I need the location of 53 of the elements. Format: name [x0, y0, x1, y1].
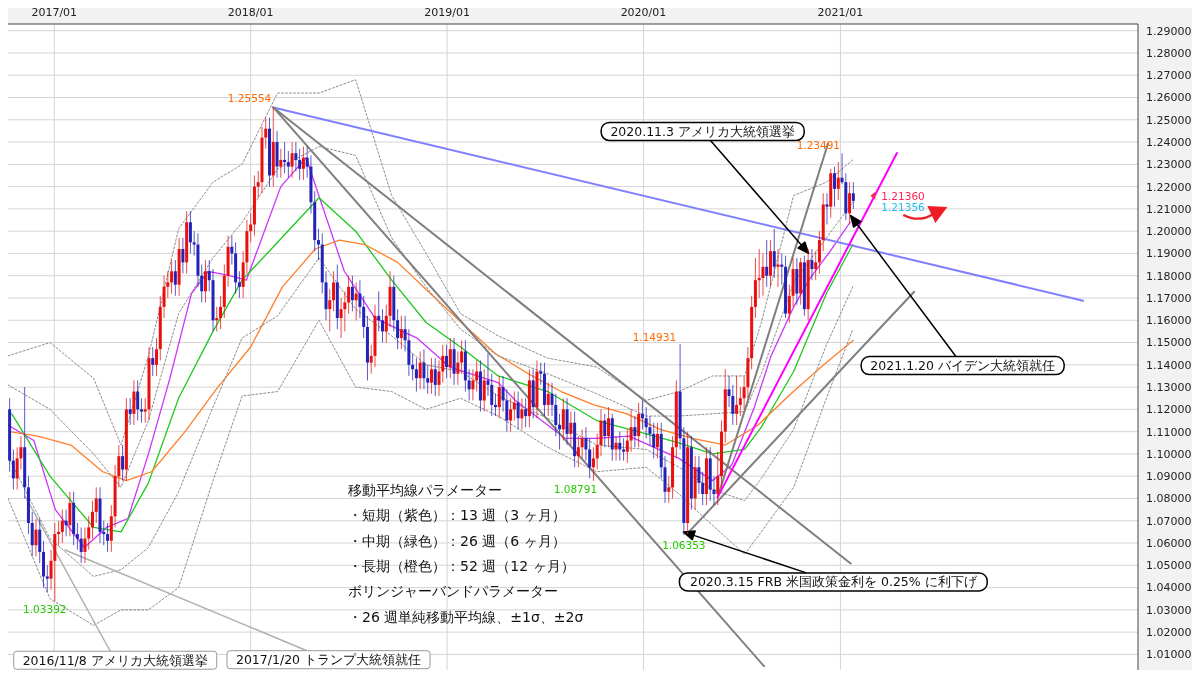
y-tick-label: 1.23000: [1146, 158, 1192, 172]
annotation: ・短期（紫色）：13 週（3 ヶ月）: [348, 507, 566, 524]
y-tick-label: 1.19000: [1146, 247, 1192, 261]
x-tick-label: 2017/01: [31, 6, 78, 19]
y-tick-label: 1.17000: [1146, 291, 1192, 305]
y-tick-label: 1.02000: [1146, 626, 1192, 640]
annotation: 1.06353: [662, 539, 706, 552]
y-tick-label: 1.04000: [1146, 581, 1192, 595]
annotation: 2016/11/8 アメリカ大統領選挙: [22, 652, 208, 668]
y-tick-label: 1.06000: [1146, 536, 1192, 550]
x-tick-label: 2018/01: [227, 6, 274, 19]
y-tick-label: 1.10000: [1146, 447, 1192, 461]
annotation: 2021.1.20 バイデン大統領就任: [870, 358, 1055, 374]
annotation: ・長期（橙色）：52 週（12 ヶ月）: [348, 557, 575, 574]
y-tick-label: 1.21000: [1146, 202, 1192, 216]
annotation: 1.21356: [881, 200, 926, 213]
annotation: 1.21360: [881, 189, 925, 202]
annotation: 移動平均線パラメーター: [348, 482, 502, 498]
y-tick-label: 1.16000: [1146, 314, 1192, 328]
annotation: 1.14931: [632, 331, 677, 344]
annotation: 1.25554: [227, 92, 272, 105]
y-tick-label: 1.22000: [1146, 180, 1192, 194]
y-tick-label: 1.28000: [1146, 46, 1192, 60]
annotation: 2017/1/20 トランプ大統領就任: [235, 652, 422, 668]
y-tick-label: 1.01000: [1146, 648, 1192, 662]
x-tick-label: 2019/01: [424, 6, 470, 19]
y-tick-label: 1.13000: [1146, 381, 1192, 394]
x-tick-label: 2020/01: [620, 6, 667, 19]
y-tick-label: 1.20000: [1146, 225, 1192, 239]
y-tick-label: 1.29000: [1146, 24, 1192, 38]
annotation: 1.08791: [553, 482, 598, 495]
y-tick-label: 1.26000: [1146, 91, 1192, 105]
y-tick-label: 1.05000: [1146, 559, 1192, 573]
annotation: 2020.3.15 FRB 米国政策金利を 0.25% に利下げ: [689, 574, 978, 590]
annotation: ・中期（緑色）：26 週（6 ヶ月）: [348, 532, 566, 549]
annotation: 1.03392: [23, 603, 67, 616]
y-tick-label: 1.11000: [1146, 425, 1192, 439]
y-tick-label: 1.24000: [1146, 135, 1192, 149]
y-tick-label: 1.08000: [1146, 492, 1192, 506]
y-tick-label: 1.12000: [1146, 403, 1192, 417]
y-tick-label: 1.14000: [1146, 358, 1192, 372]
y-tick-label: 1.09000: [1146, 470, 1192, 484]
y-tick-label: 1.03000: [1146, 603, 1192, 617]
y-tick-label: 1.25000: [1146, 113, 1192, 127]
annotation: ボリンジャーバンドパラメーター: [348, 583, 558, 600]
y-tick-label: 1.18000: [1146, 269, 1192, 283]
x-tick-label: 2021/01: [817, 6, 864, 19]
annotation: 2020.11.3 アメリカ大統領選挙: [610, 123, 795, 139]
y-tick-label: 1.15000: [1146, 336, 1192, 350]
y-tick-label: 1.27000: [1146, 69, 1192, 83]
annotation: ・26 週単純移動平均線、±1σ、±2σ: [348, 608, 584, 625]
y-tick-label: 1.07000: [1146, 514, 1192, 528]
annotation: 1.23491: [796, 139, 841, 152]
